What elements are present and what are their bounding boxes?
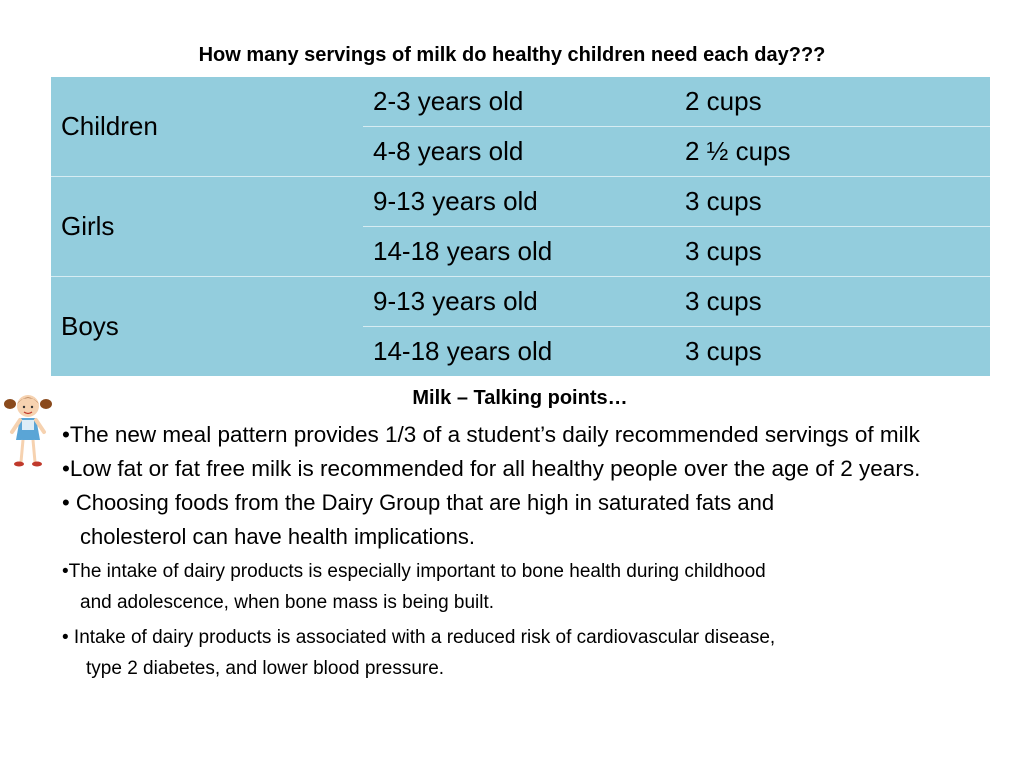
cups-cell: 2 cups — [675, 77, 990, 127]
cups-cell: 3 cups — [675, 226, 990, 277]
group-label-boys: Boys — [51, 276, 363, 376]
group-label-girls: Girls — [51, 176, 363, 277]
talking-point-line: cholesterol can have health implications… — [80, 524, 476, 549]
slide-title: How many servings of milk do healthy chi… — [198, 44, 826, 66]
cups-cell: 3 cups — [675, 326, 990, 376]
cups-cell: 3 cups — [675, 276, 990, 327]
age-cell: 9-13 years old — [363, 276, 675, 327]
talking-point: • Choosing foods from the Dairy Group th… — [62, 486, 992, 554]
age-cell: 2-3 years old — [363, 77, 675, 127]
talking-point: • Intake of dairy products is associated… — [62, 622, 992, 684]
girl-clipart-icon — [4, 395, 52, 467]
table-row: 14-18 years old 3 cups — [51, 226, 990, 277]
table-row: Boys 9-13 years old 3 cups — [51, 276, 990, 376]
talking-point: •The intake of dairy products is especia… — [62, 556, 992, 618]
age-cell: 14-18 years old — [363, 326, 675, 376]
talking-points-heading: Milk – Talking points… — [412, 387, 628, 409]
talking-points-list: •The new meal pattern provides 1/3 of a … — [62, 418, 992, 684]
talking-point-line: type 2 diabetes, and lower blood pressur… — [86, 658, 445, 679]
age-cell: 4-8 years old — [363, 126, 675, 177]
cups-cell: 3 cups — [675, 176, 990, 227]
milk-servings-table: Children 2-3 years old 2 cups 4-8 years … — [51, 77, 990, 376]
age-cell: 9-13 years old — [363, 176, 675, 227]
table-row: Girls 9-13 years old 3 cups — [51, 176, 990, 277]
age-cell: 14-18 years old — [363, 226, 675, 277]
cups-cell: 2 ½ cups — [675, 126, 990, 177]
table-row: 4-8 years old 2 ½ cups — [51, 126, 990, 177]
table-row: Children 2-3 years old 2 cups — [51, 77, 990, 177]
talking-point-line: • Intake of dairy products is associated… — [62, 627, 776, 648]
group-label-children: Children — [51, 77, 363, 177]
talking-point-line: • Choosing foods from the Dairy Group th… — [62, 490, 775, 515]
talking-point-line: •The intake of dairy products is especia… — [62, 561, 766, 582]
talking-point: •Low fat or fat free milk is recommended… — [62, 456, 921, 481]
table-row: 14-18 years old 3 cups — [51, 326, 990, 376]
talking-point-line: and adolescence, when bone mass is being… — [80, 592, 495, 613]
talking-point: •The new meal pattern provides 1/3 of a … — [62, 422, 920, 447]
